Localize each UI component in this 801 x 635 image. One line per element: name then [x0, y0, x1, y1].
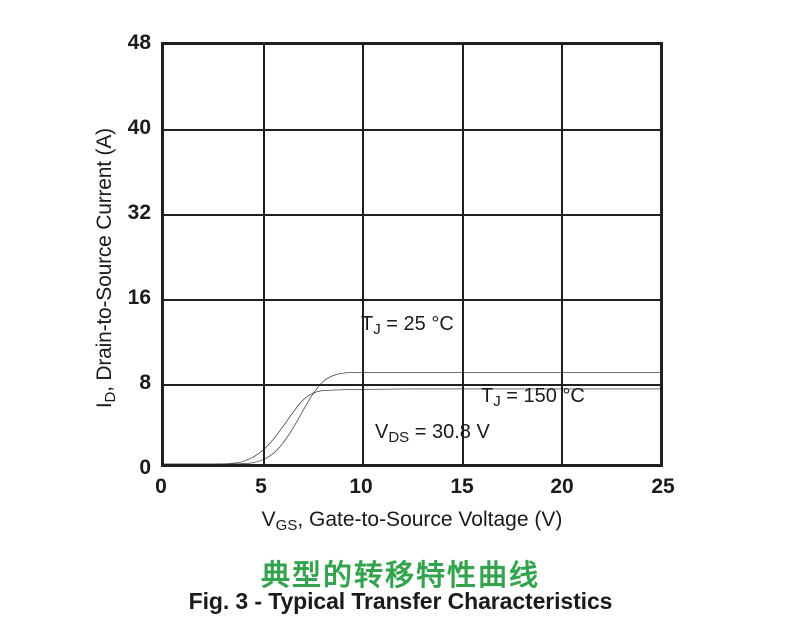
x-tick-15: 15 — [450, 475, 474, 498]
y-axis-title: ID, Drain-to-Source Current (A) — [93, 58, 119, 478]
gridline-y-40 — [164, 129, 660, 131]
annotation-vds-subscript: DS — [388, 429, 410, 447]
x-tick-5: 5 — [255, 475, 267, 498]
gridline-x-5 — [263, 45, 265, 464]
gridline-y-8 — [164, 384, 660, 386]
y-tick-16: 16 — [127, 286, 151, 309]
annotation-tj150-subscript: J — [493, 393, 501, 411]
annotation-tj-150c: TJ = 150 °C — [481, 385, 585, 410]
curve-tj-150c — [164, 389, 660, 464]
annotation-tj25-subscript: J — [373, 321, 381, 339]
caption-english: Fig. 3 - Typical Transfer Characteristic… — [188, 588, 613, 614]
y-tick-40: 40 — [127, 116, 151, 139]
gridline-y-32 — [164, 214, 660, 216]
x-axis-title: VGS, Gate-to-Source Voltage (V) — [161, 508, 663, 534]
annotation-tj-25c: TJ = 25 °C — [361, 313, 454, 338]
x-axis-title-text: , Gate-to-Source Voltage (V) — [297, 508, 563, 531]
y-axis-title-symbol: I — [92, 402, 116, 409]
annotation-tj150-symbol: T — [481, 385, 494, 407]
x-axis-title-symbol: V — [261, 508, 276, 531]
y-axis-tick-labels: 48 40 32 16 8 0 — [105, 0, 151, 635]
gridline-x-20 — [561, 45, 563, 464]
y-tick-0: 0 — [139, 456, 151, 479]
x-tick-10: 10 — [349, 475, 373, 498]
x-tick-20: 20 — [550, 475, 574, 498]
annotation-vds: VDS = 30.8 V — [375, 421, 490, 446]
y-tick-8: 8 — [139, 371, 151, 394]
annotation-tj25-symbol: T — [361, 313, 374, 335]
y-tick-48: 48 — [127, 31, 151, 54]
plot-area: TJ = 25 °C TJ = 150 °C VDS = 30.8 V — [161, 42, 663, 467]
y-axis-title-subscript: D — [102, 391, 120, 403]
x-tick-0: 0 — [155, 475, 167, 498]
x-axis-title-subscript: GS — [275, 517, 298, 535]
annotation-tj25-value: = 25 °C — [380, 313, 454, 335]
curve-plot — [164, 45, 660, 464]
annotation-tj150-value: = 150 °C — [500, 385, 585, 407]
annotation-vds-value: = 30.8 V — [409, 421, 490, 443]
curve-tj-25c — [164, 372, 660, 464]
y-axis-title-text: , Drain-to-Source Current (A) — [92, 128, 116, 392]
y-tick-32: 32 — [127, 201, 151, 224]
annotation-vds-symbol: V — [375, 421, 389, 443]
gridline-x-10 — [362, 45, 364, 464]
gridline-y-16 — [164, 299, 660, 301]
gridline-x-15 — [462, 45, 464, 464]
caption-chinese: 典型的转移特性曲线 — [260, 560, 540, 592]
x-tick-25: 25 — [651, 475, 675, 498]
